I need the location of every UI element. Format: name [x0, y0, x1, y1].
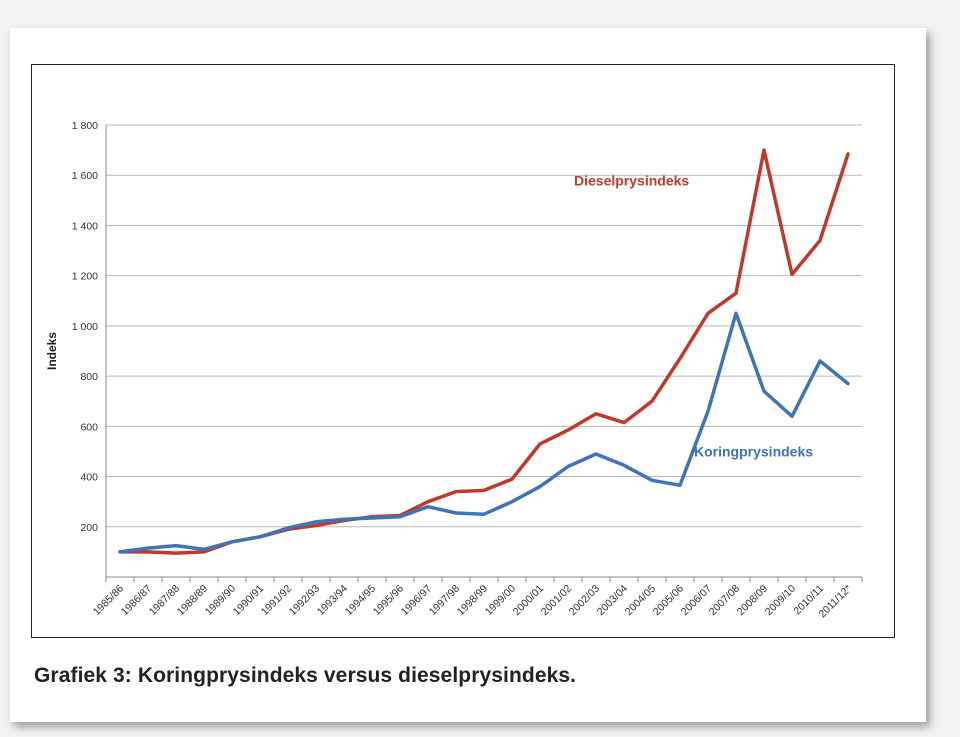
y-axis-label: Indeks	[45, 332, 59, 370]
y-tick-label: 800	[80, 371, 98, 383]
y-tick-label: 1 800	[72, 120, 98, 132]
series-line-diesel	[118, 148, 850, 555]
figure-caption: Grafiek 3: Koringprysindeks versus diese…	[34, 664, 577, 687]
y-tick-label: 1 400	[72, 220, 98, 232]
series-line-koring	[118, 311, 850, 554]
y-tick-label: 1 200	[72, 271, 98, 283]
y-tick-label: 1 000	[72, 321, 98, 333]
y-tick-label: 400	[80, 472, 98, 484]
x-tick-label: 2009/10	[763, 583, 798, 618]
series-label-diesel: Dieselprysindeks	[574, 172, 689, 188]
y-tick-label: 1 600	[72, 170, 98, 182]
series-label-koring: Koringprysindeks	[694, 443, 813, 459]
y-tick-label: 200	[80, 522, 98, 534]
page: 200 400 600 800 1 000 1 200 1 400 1 600 1 800 198…	[10, 28, 926, 722]
y-tick-label: 600	[80, 421, 98, 433]
chart-frame: 200 400 600 800 1 000 1 200 1 400 1 600 1 800 198…	[31, 64, 895, 638]
